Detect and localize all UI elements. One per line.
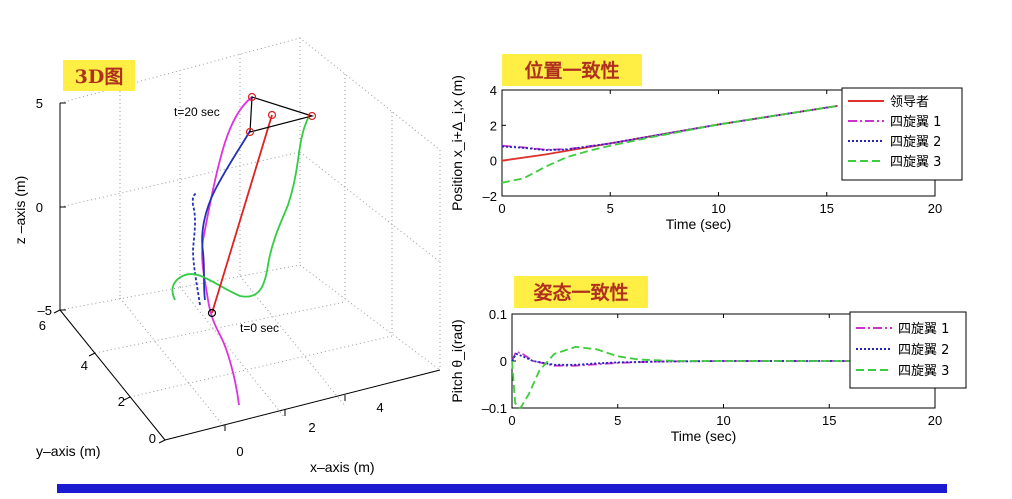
legend-label: 四旋翼 2 (898, 343, 949, 358)
legend-label: 四旋翼 3 (890, 155, 941, 170)
bottom-bar (57, 484, 947, 493)
chart-tag-bg (502, 54, 642, 86)
legend-box (841, 87, 963, 181)
chart-tag: 位置一致性 (524, 59, 619, 82)
trajectory-green (171, 115, 310, 301)
x-axis-label: Time (sec) (666, 216, 732, 232)
tag-3d: 3D图 (75, 66, 124, 88)
x-tick-label: 5 (614, 413, 621, 428)
y-tick-label: 0 (500, 354, 507, 369)
series-line (511, 352, 851, 366)
y-tick-label: 0 (490, 154, 497, 169)
y-tick-label: 4 (490, 83, 497, 98)
chart-tag-bg (514, 276, 648, 308)
y-tick-label: 6 (39, 318, 46, 333)
formation-triangle (249, 96, 315, 133)
y-tick-label: 0.1 (489, 307, 507, 322)
legend-label: 四旋翼 2 (890, 135, 941, 150)
axes-3d (53, 102, 441, 444)
z-tick-label: 5 (36, 96, 43, 111)
x-tick-label: 5 (607, 201, 614, 216)
x-tick-label: 4 (376, 400, 383, 415)
legend-label: 四旋翼 3 (898, 364, 949, 379)
x-tick-label: 0 (498, 201, 505, 216)
chart-tag: 姿态一致性 (533, 281, 628, 304)
z-axis-label: z –axis (m) (12, 176, 28, 244)
series-line (501, 105, 838, 152)
panel-3d: 5 0 –5 6 4 2 0 0 2 4 z –axis (m) y–axis … (12, 37, 441, 475)
quad-end-marker (307, 111, 317, 121)
x-tick-label: 10 (716, 413, 730, 428)
z-tick-label: –5 (38, 303, 52, 318)
legend-label: 四旋翼 1 (898, 322, 949, 337)
y-axis-label: y–axis (m) (36, 443, 101, 459)
tag-3d-bg (63, 60, 135, 91)
x-tick-label: 20 (928, 201, 942, 216)
legend-label: 四旋翼 1 (890, 115, 941, 130)
leader-end-marker (267, 110, 277, 120)
x-axis-label: x–axis (m) (310, 459, 375, 475)
x-tick-label: 15 (822, 413, 836, 428)
trajectory-blue-main (201, 130, 251, 301)
y-axis-label: Pitch θ_i(rad) (449, 319, 465, 402)
y-tick-label: 2 (118, 394, 125, 409)
z-tick-label: 0 (36, 200, 43, 215)
y-tick-label: 2 (490, 118, 497, 133)
trajectory-red (211, 114, 273, 314)
y-tick-label: –2 (483, 189, 497, 204)
annotation-t-start: t=0 sec (240, 321, 279, 335)
trajectory-magenta (201, 96, 253, 406)
series-line (501, 105, 838, 184)
start-marker (207, 308, 217, 318)
x-tick-label: 0 (236, 444, 243, 459)
x-tick-label: 15 (820, 201, 834, 216)
y-tick-label: 4 (81, 358, 88, 373)
x-axis-label: Time (sec) (671, 428, 737, 444)
annotation-t-end: t=20 sec (174, 105, 220, 119)
y-tick-label: 0 (149, 431, 156, 446)
quad-end-marker (245, 127, 255, 137)
y-axis-label: Position x_i+Δ_i,x (m) (449, 75, 465, 211)
legend-label: 领导者 (890, 95, 929, 110)
x-tick-label: 10 (711, 201, 725, 216)
trajectories-3d (171, 92, 317, 406)
y-tick-label: –0.1 (482, 401, 507, 416)
trajectory-blue (191, 192, 201, 306)
x-tick-label: 2 (308, 420, 315, 435)
x-tick-label: 0 (508, 413, 515, 428)
series-line (511, 345, 851, 410)
quad-end-marker (247, 92, 257, 102)
x-tick-label: 20 (928, 413, 942, 428)
